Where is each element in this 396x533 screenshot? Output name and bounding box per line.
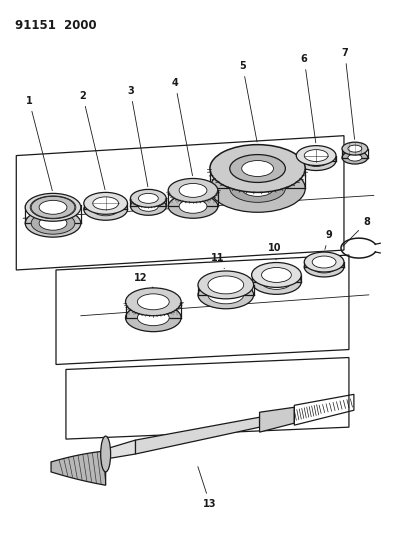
Ellipse shape — [101, 436, 110, 472]
Ellipse shape — [168, 195, 218, 218]
Ellipse shape — [304, 155, 328, 166]
Ellipse shape — [126, 288, 181, 316]
Text: 91151  2000: 91151 2000 — [15, 19, 97, 33]
Ellipse shape — [312, 261, 336, 273]
Ellipse shape — [261, 268, 291, 282]
Text: 9: 9 — [325, 230, 333, 249]
Text: 11: 11 — [211, 253, 225, 269]
Polygon shape — [66, 358, 349, 439]
Ellipse shape — [312, 256, 336, 268]
Text: 4: 4 — [172, 78, 192, 176]
Text: 2: 2 — [80, 91, 105, 190]
Ellipse shape — [342, 142, 368, 155]
Text: 1: 1 — [26, 96, 52, 191]
Ellipse shape — [304, 257, 344, 277]
Text: 3: 3 — [127, 86, 148, 187]
Ellipse shape — [39, 216, 67, 230]
Ellipse shape — [348, 154, 362, 161]
Ellipse shape — [93, 203, 118, 216]
Ellipse shape — [296, 151, 336, 171]
Ellipse shape — [348, 145, 362, 152]
Text: 13: 13 — [198, 466, 217, 509]
Polygon shape — [16, 136, 344, 270]
Ellipse shape — [198, 281, 253, 309]
Ellipse shape — [304, 150, 328, 161]
Ellipse shape — [261, 274, 291, 289]
Ellipse shape — [208, 286, 244, 304]
Ellipse shape — [242, 181, 274, 196]
Polygon shape — [259, 407, 294, 432]
Text: 10: 10 — [268, 243, 281, 260]
Ellipse shape — [130, 189, 166, 207]
Text: 12: 12 — [134, 273, 153, 288]
Ellipse shape — [342, 151, 368, 164]
Ellipse shape — [126, 304, 181, 332]
Ellipse shape — [139, 193, 158, 203]
Text: 6: 6 — [301, 54, 316, 143]
Ellipse shape — [137, 310, 169, 326]
Polygon shape — [135, 417, 259, 454]
Ellipse shape — [39, 200, 67, 214]
Polygon shape — [51, 451, 106, 485]
Ellipse shape — [251, 270, 301, 294]
Ellipse shape — [93, 197, 118, 210]
Ellipse shape — [84, 198, 128, 220]
Ellipse shape — [230, 174, 286, 203]
Ellipse shape — [230, 155, 286, 182]
Ellipse shape — [25, 193, 81, 221]
Ellipse shape — [198, 271, 253, 299]
Text: 7: 7 — [342, 48, 354, 140]
Ellipse shape — [210, 165, 305, 212]
Polygon shape — [106, 440, 135, 459]
Ellipse shape — [84, 192, 128, 214]
Ellipse shape — [242, 160, 274, 176]
Ellipse shape — [31, 196, 75, 218]
Text: 8: 8 — [343, 217, 370, 246]
Text: 5: 5 — [239, 61, 257, 142]
Ellipse shape — [210, 144, 305, 192]
Ellipse shape — [304, 252, 344, 272]
Ellipse shape — [296, 146, 336, 166]
Ellipse shape — [208, 276, 244, 294]
Ellipse shape — [179, 183, 207, 197]
Ellipse shape — [130, 197, 166, 215]
Ellipse shape — [139, 201, 158, 211]
Ellipse shape — [179, 199, 207, 213]
Ellipse shape — [251, 263, 301, 287]
Ellipse shape — [168, 179, 218, 203]
Polygon shape — [56, 255, 349, 365]
Ellipse shape — [25, 209, 81, 237]
Ellipse shape — [137, 294, 169, 310]
Ellipse shape — [31, 212, 75, 234]
